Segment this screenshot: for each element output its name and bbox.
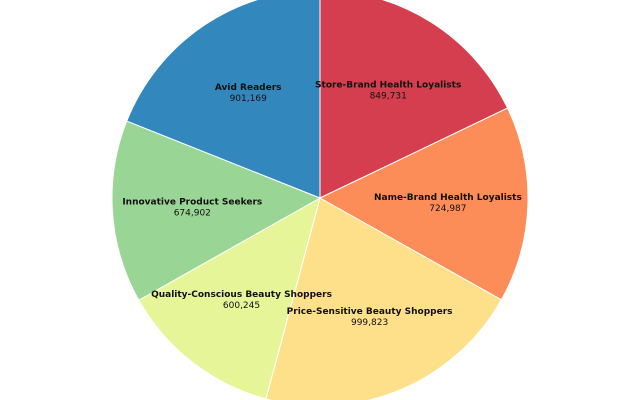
slice-value-label: 724,987 <box>429 204 466 214</box>
pie-slice-name-brand-health-loyalists[interactable] <box>318 107 529 301</box>
slice-value-label: 849,731 <box>370 92 407 102</box>
slice-label: Store-Brand Health Loyalists <box>315 81 461 91</box>
pie-slice-quality-conscious-beauty-shoppers[interactable] <box>138 196 321 400</box>
slice-value-label: 999,823 <box>351 318 388 328</box>
slice-label: Price-Sensitive Beauty Shoppers <box>287 307 453 317</box>
pie-slice-avid-readers[interactable] <box>126 0 321 199</box>
slice-label: Avid Readers <box>215 83 282 93</box>
slice-label: Innovative Product Seekers <box>122 198 262 208</box>
slice-label: Name-Brand Health Loyalists <box>374 193 522 203</box>
pie-slice-store-brand-health-loyalists[interactable] <box>319 0 509 199</box>
slice-value-label: 600,245 <box>223 301 260 311</box>
slice-value-label: 674,902 <box>174 209 211 219</box>
slice-label: Quality-Conscious Beauty Shoppers <box>151 290 332 300</box>
slice-value-label: 901,169 <box>230 94 267 104</box>
pie-slice-price-sensitive-beauty-shoppers[interactable] <box>265 197 503 400</box>
pie-slice-innovative-product-seekers[interactable] <box>111 120 322 301</box>
pie-slices <box>111 0 529 400</box>
